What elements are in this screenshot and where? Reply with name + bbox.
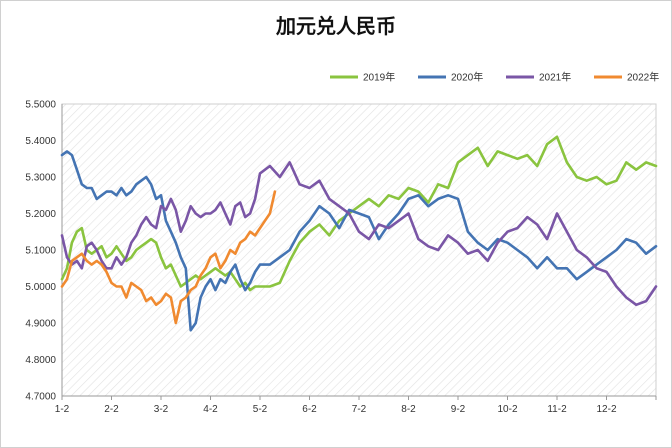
y-tick-label: 5.2000 [25, 209, 56, 220]
y-tick-label: 5.0000 [25, 282, 56, 293]
x-axis: 1-2 2-2 3-2 4-2 5-2 6-2 7-2 8-2 9-2 10-2 11-2 12-2 [55, 395, 657, 415]
chart-title: 加元兑人民币 [276, 14, 396, 38]
x-tick-label: 7-2 [352, 404, 367, 415]
series-layer [60, 135, 658, 332]
x-tick-label: 10-2 [497, 404, 517, 415]
series-line-2 [60, 150, 658, 332]
y-tick-label: 4.8000 [25, 355, 56, 366]
series-line-1 [60, 135, 658, 292]
y-tick-label: 4.9000 [25, 319, 56, 330]
x-tick-label: 1-2 [55, 404, 70, 415]
x-tick-label: 11-2 [547, 404, 567, 415]
y-tick-label: 4.7000 [25, 392, 56, 403]
series-line-3 [60, 161, 658, 307]
y-tick-label: 5.1000 [25, 246, 56, 257]
legend: 2019年 2020年 2021年 2022年 [330, 71, 659, 84]
x-tick-label: 4-2 [203, 404, 218, 415]
x-tick-label: 3-2 [154, 404, 169, 415]
legend-label: 2020年 [451, 71, 483, 84]
legend-label: 2022年 [627, 71, 659, 84]
x-tick-label: 6-2 [302, 404, 317, 415]
x-tick-label: 12-2 [596, 404, 616, 415]
y-tick-label: 5.5000 [25, 100, 56, 111]
y-tick-label: 5.3000 [25, 173, 56, 184]
series-line-4 [60, 190, 277, 325]
x-tick-label: 9-2 [451, 404, 466, 415]
y-axis: 4.7000 4.8000 4.9000 5.0000 5.1000 5.2000 5.30… [25, 100, 63, 403]
plot-area [61, 103, 657, 397]
x-tick-label: 2-2 [104, 404, 119, 415]
x-tick-label: 8-2 [401, 404, 416, 415]
legend-label: 2021年 [539, 71, 571, 84]
y-tick-label: 5.4000 [25, 136, 56, 147]
x-tick-label: 5-2 [253, 404, 268, 415]
legend-label: 2019年 [363, 71, 395, 84]
